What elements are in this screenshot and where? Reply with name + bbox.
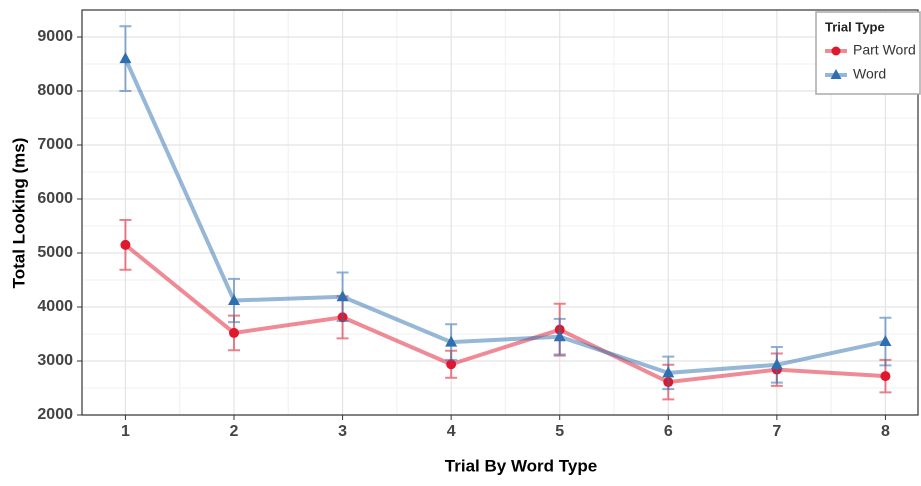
point [879, 335, 892, 347]
point [228, 294, 240, 306]
point [662, 366, 675, 378]
y-tick-label: 7000 [37, 136, 73, 153]
point [553, 330, 566, 342]
point [446, 359, 457, 370]
y-tick-label: 5000 [37, 244, 73, 261]
x-tick-label: 8 [881, 423, 890, 440]
y-tick-label: 4000 [37, 298, 73, 315]
x-tick-label: 4 [447, 423, 456, 440]
legend-title: Trial Type [825, 19, 885, 34]
legend-marker [831, 46, 841, 56]
x-axis-label: Trial By Word Type [445, 456, 597, 475]
y-tick-label: 9000 [37, 28, 73, 45]
y-axis-label: Total Looking (ms) [9, 138, 28, 289]
x-tick-label: 7 [772, 423, 781, 440]
point [880, 371, 891, 382]
line [124, 243, 886, 385]
x-tick-label: 1 [121, 423, 130, 440]
point [336, 290, 349, 302]
point [119, 52, 132, 64]
point [445, 335, 458, 347]
y-tick-label: 6000 [37, 190, 73, 207]
x-tick-label: 5 [555, 423, 564, 440]
point [229, 327, 239, 338]
x-tick-label: 6 [664, 423, 673, 440]
series [119, 25, 892, 391]
x-tick-label: 2 [230, 423, 239, 440]
legend-marker [830, 69, 842, 79]
line [123, 57, 886, 375]
y-tick-label: 3000 [37, 352, 73, 369]
point [770, 358, 783, 370]
plot-frame [81, 9, 919, 416]
legend-label: Word [853, 66, 886, 82]
point [120, 239, 131, 250]
y-tick-label: 8000 [37, 82, 73, 99]
x-tick-label: 3 [338, 423, 347, 440]
legend-label: Part Word [853, 42, 916, 58]
y-tick-label: 2000 [37, 406, 73, 423]
